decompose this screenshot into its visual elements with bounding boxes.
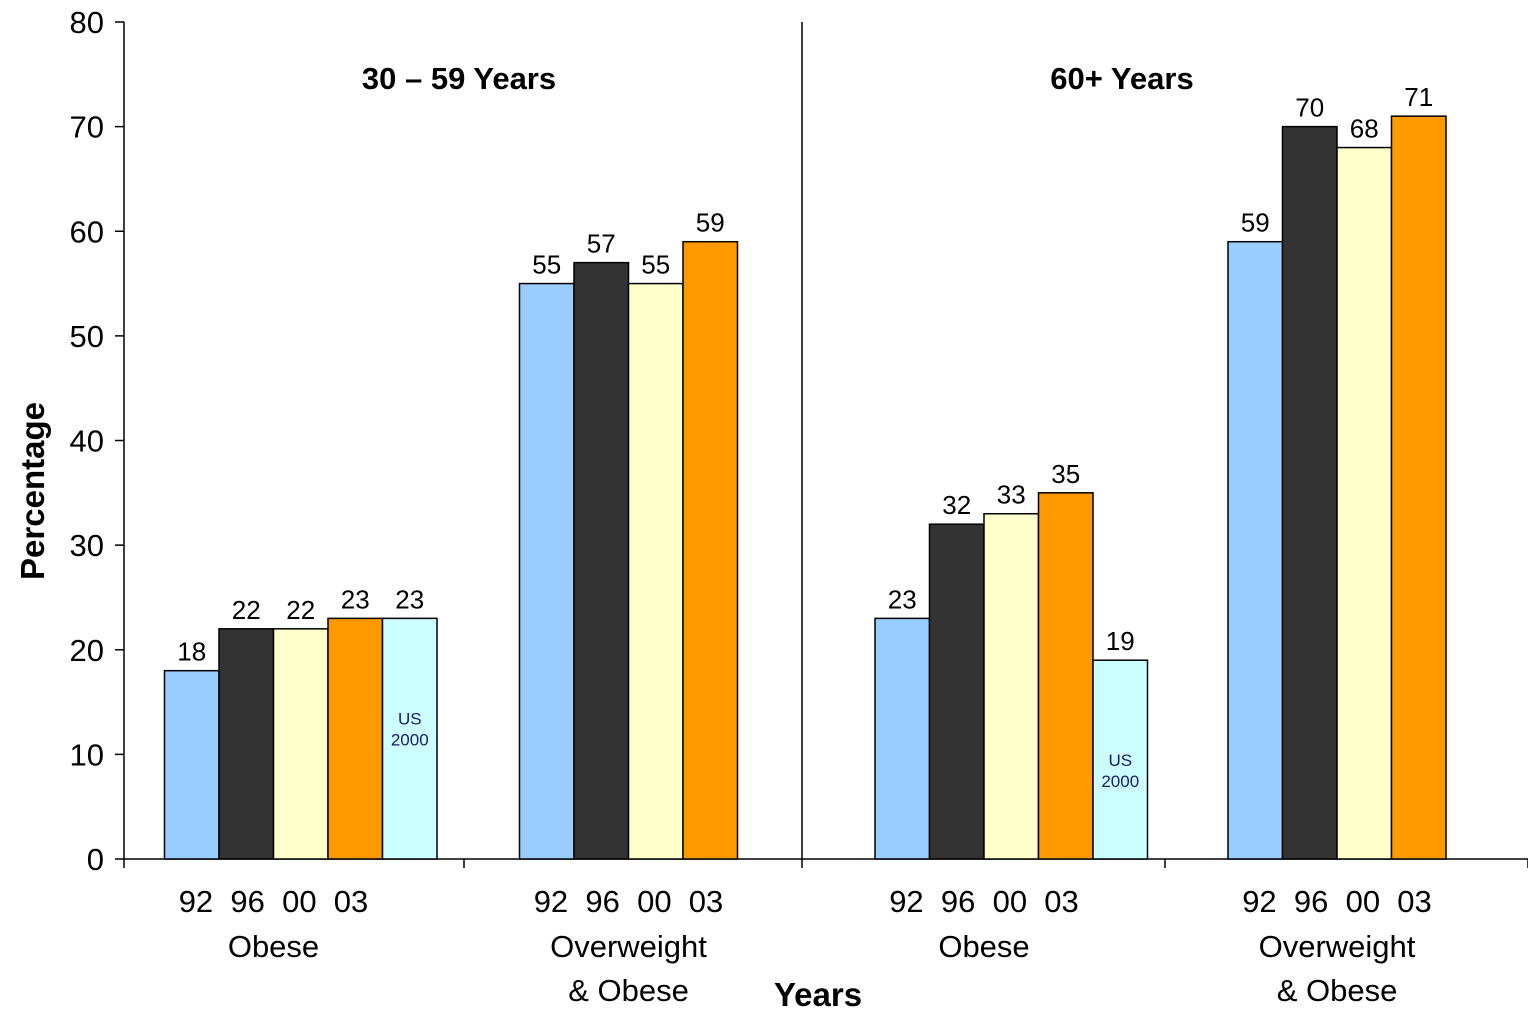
bar: [518, 282, 575, 860]
bar: [218, 628, 275, 860]
bar: [272, 628, 329, 860]
bar: [327, 617, 384, 860]
bar: [163, 669, 220, 860]
bar-value-label: 57: [587, 229, 616, 259]
bar: [682, 240, 739, 860]
bar-value-label: 68: [1350, 114, 1379, 144]
bar-note-label: US: [1108, 751, 1132, 770]
bar-note-label: US: [398, 709, 422, 728]
group-category-label: & Obese: [1277, 973, 1398, 1008]
y-tick-label: 20: [70, 633, 104, 668]
y-tick-label: 0: [87, 842, 104, 877]
labels-layer: 0 10 20 30 40 50 60 70 80 Percentage Years 30 – 59 …: [14, 5, 1433, 1010]
bar: [1227, 240, 1284, 860]
bar-value-label: 18: [177, 637, 206, 667]
bar: [983, 512, 1040, 860]
y-tick-label: 70: [70, 110, 104, 145]
group-category-label: Obese: [938, 929, 1029, 964]
group-category-label: Obese: [228, 929, 319, 964]
bar-value-label: 23: [888, 584, 917, 614]
bar: [381, 617, 438, 860]
bar-value-label: 23: [395, 584, 424, 614]
bar-value-label: 59: [1241, 208, 1270, 238]
bar: [928, 523, 985, 860]
y-tick-label: 60: [70, 214, 104, 249]
bar: [627, 282, 684, 860]
y-tick-label: 80: [70, 5, 104, 40]
bar-note-label: 2000: [391, 730, 429, 749]
panel-title: 60+ Years: [1050, 61, 1193, 96]
y-axis-title: Percentage: [14, 402, 51, 580]
bars-layer: [163, 115, 1447, 860]
y-tick-label: 30: [70, 528, 104, 563]
bar: [1092, 659, 1149, 860]
bar-value-label: 35: [1051, 459, 1080, 489]
bar-value-label: 32: [942, 490, 971, 520]
y-tick-label: 40: [70, 424, 104, 459]
bar-value-label: 70: [1295, 93, 1324, 123]
bar: [1390, 115, 1447, 860]
bar: [1281, 125, 1338, 860]
group-category-label: Overweight: [1259, 929, 1416, 964]
bar-value-label: 22: [232, 595, 261, 625]
x-axis-title: Years: [774, 976, 862, 1010]
bar-value-label: 55: [641, 250, 670, 280]
bar-value-label: 22: [286, 595, 315, 625]
bar: [1037, 492, 1094, 860]
group-year-labels: 92 96 00 03: [1242, 884, 1432, 919]
bar-value-label: 55: [532, 250, 561, 280]
bar-value-label: 19: [1106, 626, 1135, 656]
bar-value-label: 59: [696, 208, 725, 238]
panel-title: 30 – 59 Years: [362, 61, 556, 96]
bar: [573, 261, 630, 860]
y-tick-label: 10: [70, 737, 104, 772]
bar-value-label: 23: [341, 584, 370, 614]
bar: [874, 617, 931, 860]
y-tick-label: 50: [70, 319, 104, 354]
group-year-labels: 92 96 00 03: [534, 884, 724, 919]
group-year-labels: 92 96 00 03: [889, 884, 1079, 919]
bar: [1336, 146, 1393, 860]
bar-note-label: 2000: [1101, 772, 1139, 791]
bar-value-label: 71: [1404, 82, 1433, 112]
group-category-label: & Obese: [568, 973, 689, 1008]
group-year-labels: 92 96 00 03: [179, 884, 369, 919]
group-category-label: Overweight: [550, 929, 707, 964]
bar-value-label: 33: [997, 480, 1026, 510]
